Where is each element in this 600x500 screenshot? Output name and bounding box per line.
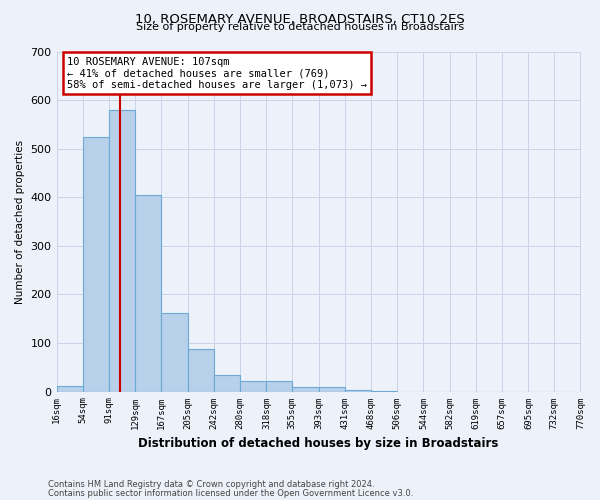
Text: 10 ROSEMARY AVENUE: 107sqm
← 41% of detached houses are smaller (769)
58% of sem: 10 ROSEMARY AVENUE: 107sqm ← 41% of deta… [67, 56, 367, 90]
Text: Contains HM Land Registry data © Crown copyright and database right 2024.: Contains HM Land Registry data © Crown c… [48, 480, 374, 489]
Bar [266, 381, 292, 392]
Text: Size of property relative to detached houses in Broadstairs: Size of property relative to detached ho… [136, 22, 464, 32]
Bar [371, 390, 397, 392]
Text: Contains public sector information licensed under the Open Government Licence v3: Contains public sector information licen… [48, 489, 413, 498]
Bar [214, 374, 240, 392]
Y-axis label: Number of detached properties: Number of detached properties [15, 140, 25, 304]
Bar [83, 136, 109, 392]
Text: 10, ROSEMARY AVENUE, BROADSTAIRS, CT10 2ES: 10, ROSEMARY AVENUE, BROADSTAIRS, CT10 2… [135, 12, 465, 26]
X-axis label: Distribution of detached houses by size in Broadstairs: Distribution of detached houses by size … [139, 437, 499, 450]
Bar [240, 381, 266, 392]
Bar [319, 386, 345, 392]
Bar [161, 313, 188, 392]
Bar [135, 195, 161, 392]
Bar [188, 349, 214, 392]
Bar [56, 386, 83, 392]
Bar [109, 110, 135, 392]
Bar [292, 386, 319, 392]
Bar [345, 390, 371, 392]
